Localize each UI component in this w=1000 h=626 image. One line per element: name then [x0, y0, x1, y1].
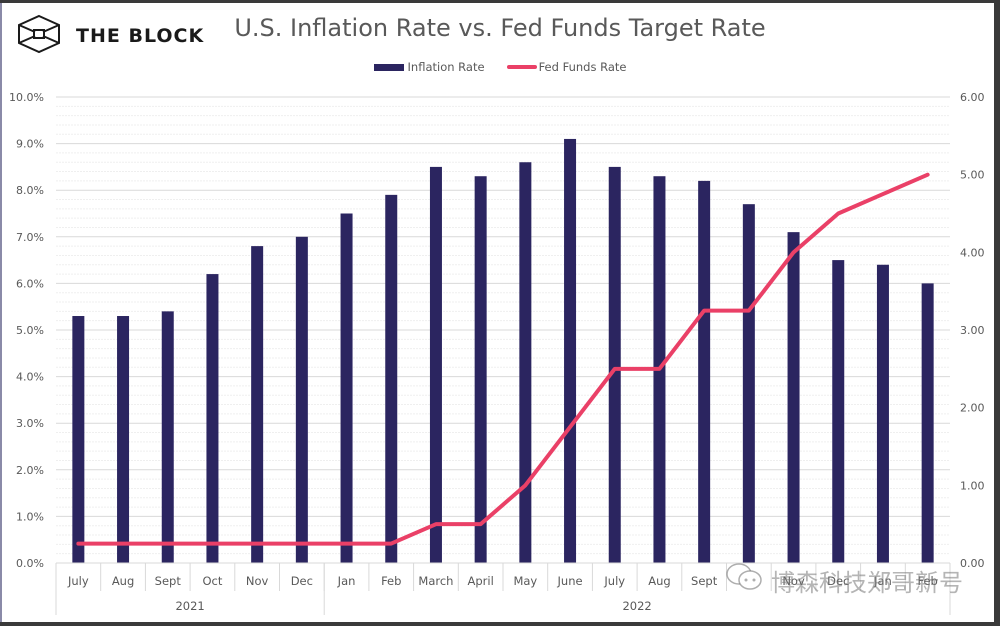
bar-inflation-rate	[742, 204, 755, 563]
bar-inflation-rate	[832, 260, 845, 563]
chart-title: U.S. Inflation Rate vs. Fed Funds Target…	[234, 14, 766, 42]
x-tick-label: Nov	[782, 574, 805, 588]
x-tick-label: April	[468, 574, 494, 588]
x-group-label: 2021	[175, 599, 204, 613]
y-left-tick-label: 4.0%	[16, 371, 44, 384]
y-right-tick-label: 5.00	[960, 169, 985, 182]
legend-label-fed-funds: Fed Funds Rate	[538, 60, 627, 74]
x-tick-label: June	[557, 574, 583, 588]
bar-inflation-rate	[429, 166, 442, 563]
bar-inflation-rate	[117, 316, 130, 563]
bar-inflation-rate	[295, 236, 308, 564]
y-left-tick-label: 7.0%	[16, 231, 44, 244]
bar-inflation-rate	[385, 194, 398, 564]
x-tick-label: Oct	[203, 574, 223, 588]
bar-inflation-rate	[698, 180, 711, 563]
legend-item-fed-funds: Fed Funds Rate	[506, 60, 627, 74]
x-group-label: 2022	[622, 599, 651, 613]
x-tick-label: Jan	[337, 574, 356, 588]
y-right-tick-label: 6.00	[960, 91, 985, 104]
y-left-tick-label: 3.0%	[16, 417, 44, 430]
legend-label-inflation: Inflation Rate	[407, 60, 485, 74]
bar-inflation-rate	[72, 316, 85, 563]
x-tick-label: July	[603, 574, 625, 588]
cube-logo-icon	[16, 14, 62, 59]
y-right-tick-label: 1.00	[960, 479, 985, 492]
brand-logo: THE BLOCK	[16, 14, 205, 59]
x-tick-label: May	[513, 574, 537, 588]
y-left-tick-label: 8.0%	[16, 184, 44, 197]
bar-inflation-rate	[787, 232, 800, 563]
line-fed-funds-rate	[76, 172, 930, 546]
bar-inflation-rate	[161, 311, 174, 563]
x-tick-label: Feb	[917, 574, 937, 588]
y-left-tick-label: 0.0%	[16, 557, 44, 570]
x-tick-label: Jan	[873, 574, 892, 588]
y-left-tick-label: 10.0%	[9, 91, 44, 104]
x-tick-label: Aug	[112, 574, 134, 588]
x-tick-label: Dec	[827, 574, 849, 588]
x-tick-label: Feb	[381, 574, 401, 588]
y-right-tick-label: 3.00	[960, 324, 985, 337]
y-left-tick-label: 9.0%	[16, 138, 44, 151]
x-tick-label: Sept	[155, 574, 182, 588]
bar-inflation-rate	[474, 176, 487, 563]
y-left-tick-label: 6.0%	[16, 277, 44, 290]
y-right-tick-label: 2.00	[960, 402, 985, 415]
legend-swatch-fed-funds	[506, 65, 537, 69]
x-tick-label: Sept	[691, 574, 718, 588]
bar-inflation-rate	[206, 274, 219, 563]
x-tick-label: Dec	[291, 574, 313, 588]
bar-inflation-rate	[519, 162, 532, 564]
x-tick-label: Oct	[739, 574, 759, 588]
bar-inflation-rate	[564, 138, 577, 563]
x-tick-label: July	[67, 574, 89, 588]
bar-inflation-rate	[608, 166, 621, 563]
x-tick-label: Aug	[648, 574, 670, 588]
bar-inflation-rate	[251, 246, 264, 563]
y-left-tick-label: 1.0%	[16, 510, 44, 523]
bar-inflation-rate	[340, 213, 353, 563]
bar-inflation-rate	[921, 283, 934, 563]
y-left-tick-label: 2.0%	[16, 464, 44, 477]
bar-inflation-rate	[876, 264, 889, 563]
x-tick-label: Nov	[246, 574, 269, 588]
y-right-tick-label: 0.00	[960, 557, 985, 570]
y-right-tick-label: 4.00	[960, 246, 985, 259]
y-left-tick-label: 5.0%	[16, 324, 44, 337]
chart-legend: Inflation Rate Fed Funds Rate	[0, 60, 1000, 74]
brand-name: THE BLOCK	[76, 25, 205, 47]
legend-swatch-inflation	[373, 63, 404, 71]
x-tick-label: March	[418, 574, 453, 588]
legend-item-inflation: Inflation Rate	[373, 60, 485, 74]
